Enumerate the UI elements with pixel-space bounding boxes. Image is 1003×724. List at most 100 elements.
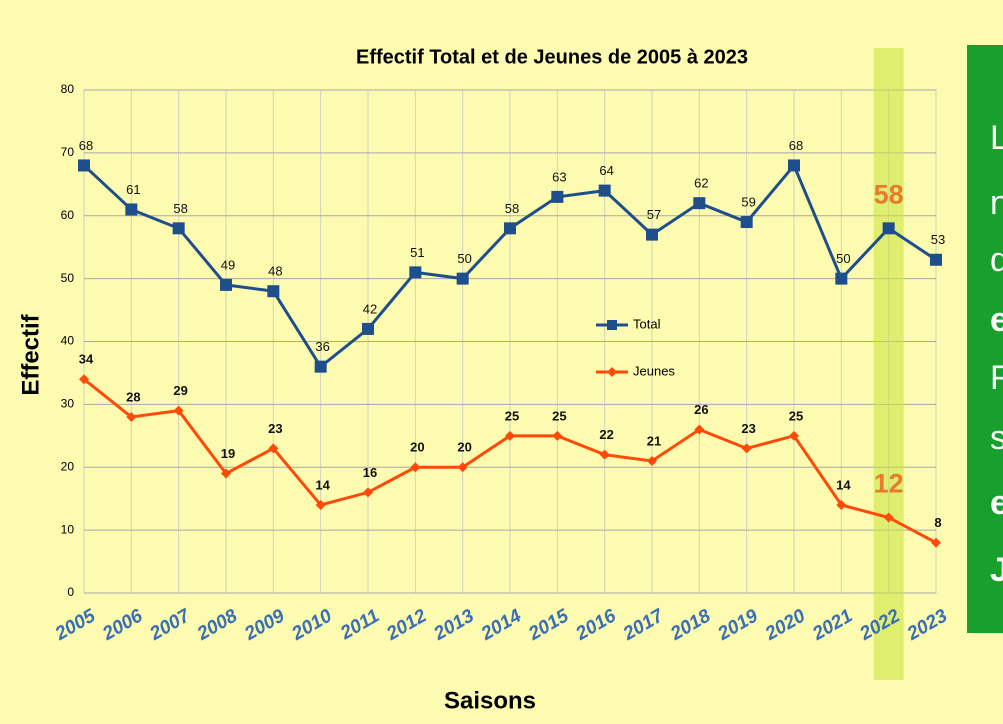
data-label: 58 [505, 201, 519, 216]
point [220, 278, 232, 291]
side-text: L [990, 119, 1003, 157]
data-label: 12 [874, 469, 904, 499]
data-label: 42 [363, 301, 377, 316]
side-text: n [990, 184, 1003, 222]
data-label: 14 [315, 477, 330, 492]
data-label: 21 [647, 433, 661, 448]
data-label: 59 [741, 194, 755, 209]
point [79, 374, 89, 385]
data-label: 62 [694, 176, 708, 191]
point [836, 499, 847, 510]
y-tick-label: 60 [61, 208, 75, 222]
data-label: 22 [599, 427, 613, 442]
side-text: e [990, 484, 1003, 522]
point [882, 222, 895, 235]
data-label: 16 [363, 465, 377, 480]
point [647, 455, 657, 466]
point [598, 184, 611, 197]
point [221, 468, 231, 479]
data-label: 58 [173, 201, 187, 216]
point [363, 487, 373, 498]
data-label: 50 [836, 251, 850, 266]
data-label: 68 [79, 138, 93, 153]
point [694, 424, 705, 435]
y-tick-label: 30 [61, 397, 75, 411]
highlight-band [873, 48, 904, 680]
data-label: 51 [410, 245, 424, 260]
y-tick-label: 80 [61, 82, 75, 96]
point [315, 499, 326, 510]
point [362, 322, 374, 335]
side-panel [967, 45, 1003, 633]
point [125, 203, 138, 216]
data-label: 58 [874, 179, 904, 209]
data-label: 25 [789, 408, 803, 423]
y-tick-label: 70 [61, 145, 75, 159]
point [456, 272, 469, 285]
point [314, 360, 327, 373]
data-label: 49 [221, 257, 235, 272]
point [409, 266, 422, 279]
point [931, 537, 941, 548]
data-label: 20 [457, 440, 471, 455]
point [457, 462, 468, 473]
point [172, 222, 185, 235]
point [126, 411, 137, 422]
point [551, 190, 564, 203]
y-tick-label: 10 [61, 522, 75, 536]
legend-label: Total [633, 316, 661, 331]
data-label: 68 [789, 138, 803, 153]
point [693, 197, 706, 210]
data-label: 23 [268, 421, 282, 436]
point [740, 216, 753, 229]
data-label: 29 [173, 383, 187, 398]
data-label: 63 [552, 169, 566, 184]
data-label: 50 [457, 251, 471, 266]
point [78, 159, 90, 172]
point [788, 159, 800, 172]
data-label: 23 [741, 421, 755, 436]
data-label: 53 [931, 232, 945, 247]
data-label: 57 [647, 207, 661, 222]
x-axis-label: Saisons [444, 687, 536, 714]
point [883, 512, 894, 523]
data-label: 64 [599, 163, 613, 178]
y-tick-label: 50 [61, 271, 75, 285]
legend-marker [607, 320, 617, 330]
side-text: e [990, 301, 1003, 339]
data-label: 25 [552, 408, 566, 423]
point [410, 462, 421, 473]
point [504, 222, 516, 235]
point [789, 430, 799, 441]
point [268, 443, 279, 454]
legend-marker [607, 367, 617, 377]
data-label: 8 [934, 515, 941, 530]
point [599, 449, 610, 460]
point [930, 253, 942, 266]
side-text: F [990, 359, 1003, 397]
side-text: J [990, 551, 1003, 589]
y-tick-label: 20 [61, 459, 75, 473]
point [552, 430, 563, 441]
data-label: 61 [126, 182, 140, 197]
data-label: 26 [694, 402, 708, 417]
data-label: 34 [79, 352, 94, 367]
data-label: 20 [410, 440, 424, 455]
y-tick-label: 40 [61, 334, 75, 348]
point [267, 285, 280, 298]
point [173, 405, 184, 416]
chart-title: Effectif Total et de Jeunes de 2005 à 20… [356, 46, 748, 68]
point [646, 228, 658, 241]
point [505, 430, 515, 441]
data-label: 14 [836, 477, 851, 492]
data-label: 28 [126, 389, 140, 404]
data-label: 25 [505, 408, 519, 423]
data-label: 36 [315, 339, 329, 354]
y-tick-label: 0 [67, 585, 74, 599]
point [835, 272, 848, 285]
side-text: s [990, 419, 1003, 457]
data-label: 19 [221, 446, 235, 461]
point [741, 443, 752, 454]
legend-label: Jeunes [633, 363, 675, 378]
